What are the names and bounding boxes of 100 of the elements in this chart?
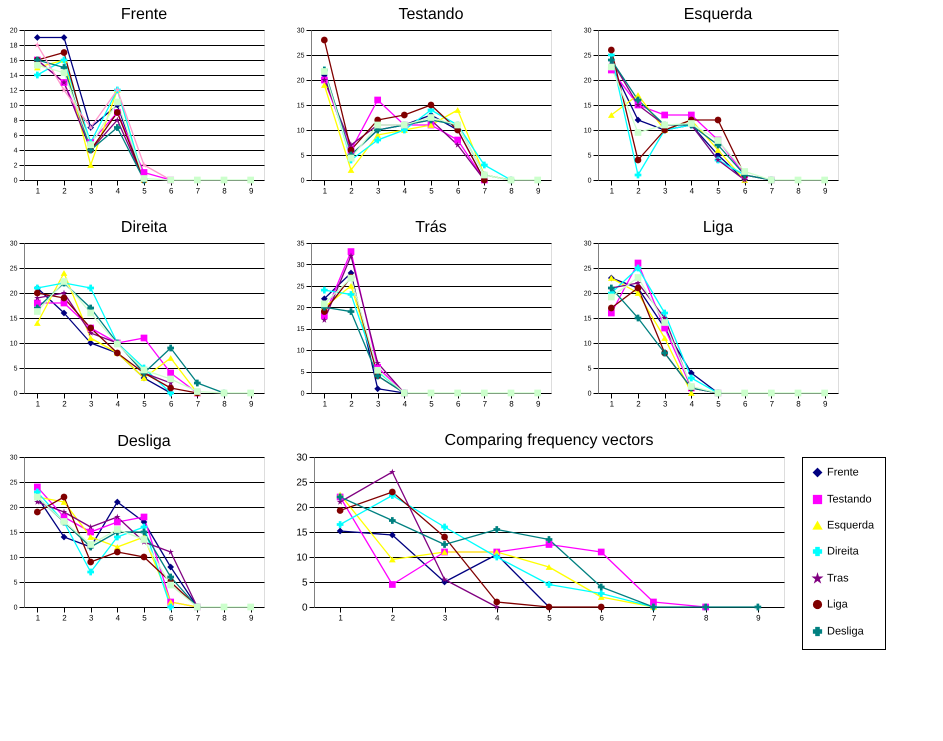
point (661, 310, 668, 316)
point (480, 390, 488, 396)
point (167, 582, 174, 588)
x-tick-label: 6 (456, 186, 461, 196)
point (60, 69, 68, 76)
point (87, 340, 94, 346)
point (741, 168, 748, 175)
point (60, 499, 68, 505)
point (598, 548, 605, 556)
point (87, 541, 94, 548)
point (140, 554, 148, 560)
point (754, 604, 762, 610)
x-tick-label: 7 (196, 400, 201, 408)
x-tick-label: 4 (116, 186, 121, 196)
point (60, 49, 68, 56)
x-tick-label: 3 (88, 186, 94, 196)
point (608, 304, 615, 312)
point (374, 96, 382, 104)
point (320, 300, 328, 308)
x-tick-label: 8 (509, 400, 514, 408)
point (493, 598, 500, 606)
y-tick-label: 0 (302, 602, 308, 614)
point (821, 390, 828, 396)
point (714, 147, 722, 153)
point (546, 564, 552, 570)
point (220, 604, 228, 610)
point (60, 310, 68, 316)
point (388, 532, 396, 538)
point (348, 308, 354, 315)
point (247, 176, 254, 184)
point (60, 290, 68, 296)
x-tick-label: 8 (222, 614, 228, 622)
point (114, 98, 121, 106)
x-tick-label: 9 (248, 186, 254, 196)
x-tick-label: 3 (662, 400, 668, 408)
point (598, 584, 605, 590)
point (194, 380, 201, 386)
point (634, 172, 642, 178)
point (388, 556, 396, 562)
x-tick-label: 5 (547, 614, 552, 622)
point (60, 494, 68, 500)
chart-title: Frente (120, 6, 168, 23)
point (546, 536, 552, 543)
point (634, 116, 642, 124)
point (87, 524, 94, 530)
point (688, 390, 695, 396)
x-tick-label: 7 (770, 186, 775, 196)
point (821, 176, 828, 184)
x-tick-label: 3 (376, 400, 381, 408)
x-tick-label: 2 (636, 186, 642, 196)
chart-title: Liga (702, 219, 734, 236)
legend-label: Esquerda (827, 520, 875, 532)
x-tick-label: 8 (222, 186, 228, 196)
point (534, 176, 542, 184)
point (114, 518, 121, 526)
x-tick-label: 6 (168, 400, 174, 408)
x-tick-label: 6 (742, 186, 748, 196)
point (348, 248, 354, 255)
x-tick-label: 3 (376, 186, 381, 196)
x-tick-label: 7 (652, 614, 657, 622)
point (34, 320, 41, 326)
point (60, 294, 68, 302)
legend-label: Tras (827, 572, 850, 584)
point (634, 129, 642, 136)
point (714, 116, 722, 124)
point (60, 270, 68, 276)
point (87, 534, 94, 540)
point (374, 385, 382, 392)
x-tick-label: 6 (742, 400, 748, 408)
legend-label: Liga (827, 598, 849, 610)
chart-title: Esquerda (684, 6, 752, 23)
point (454, 107, 462, 113)
legend-label: Desliga (827, 626, 865, 638)
point (336, 507, 344, 514)
x-tick-label: 3 (442, 614, 448, 622)
point (320, 36, 328, 44)
point (167, 548, 174, 555)
point (114, 526, 121, 533)
x-tick-label: 1 (322, 400, 328, 408)
x-tick-label: 4 (690, 186, 695, 196)
x-tick-label: 1 (610, 186, 615, 196)
x-tick-label: 5 (429, 400, 434, 408)
point (428, 102, 434, 108)
x-tick-label: 5 (142, 400, 148, 408)
point (194, 176, 201, 184)
point (741, 390, 748, 396)
point (634, 96, 642, 104)
point (794, 176, 802, 184)
point (389, 468, 396, 475)
point (348, 282, 354, 289)
x-tick-label: 4 (690, 400, 695, 408)
x-tick-label: 3 (662, 186, 668, 196)
x-tick-label: 1 (36, 400, 41, 408)
y-tick-label: 25 (296, 478, 308, 488)
x-tick-label: 8 (796, 400, 802, 408)
point (493, 526, 500, 533)
point (34, 72, 41, 78)
point (454, 142, 461, 148)
x-tick-label: 9 (756, 614, 762, 622)
point (320, 286, 328, 294)
